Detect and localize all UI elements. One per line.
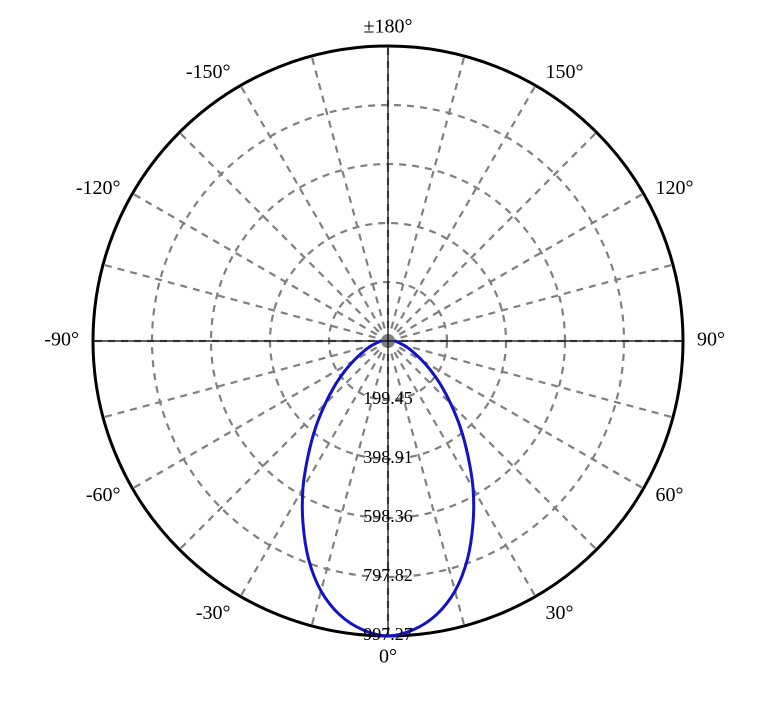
- angle-label: -30°: [196, 602, 231, 624]
- ring-label: 997.27: [363, 624, 413, 644]
- angle-label: 90°: [697, 329, 725, 351]
- angle-label: -60°: [86, 484, 121, 506]
- ring-label: 398.91: [363, 447, 413, 467]
- angle-label: 120°: [655, 177, 693, 199]
- polar-chart: 199.45 398.91 598.36 797.82 997.270° 30° 60° 90…: [0, 0, 764, 705]
- angle-label: -120°: [76, 177, 121, 199]
- angle-label: -150°: [186, 61, 231, 83]
- angle-label: 60°: [655, 484, 683, 506]
- angle-label: 0°: [379, 646, 397, 668]
- ring-label: 797.82: [363, 565, 413, 585]
- angle-label: ±180°: [364, 16, 413, 38]
- angle-label: 30°: [546, 602, 574, 624]
- ring-label: 199.45: [363, 388, 413, 408]
- angle-label: 150°: [546, 61, 584, 83]
- angle-label: -90°: [44, 329, 79, 351]
- ring-label: 598.36: [363, 506, 413, 526]
